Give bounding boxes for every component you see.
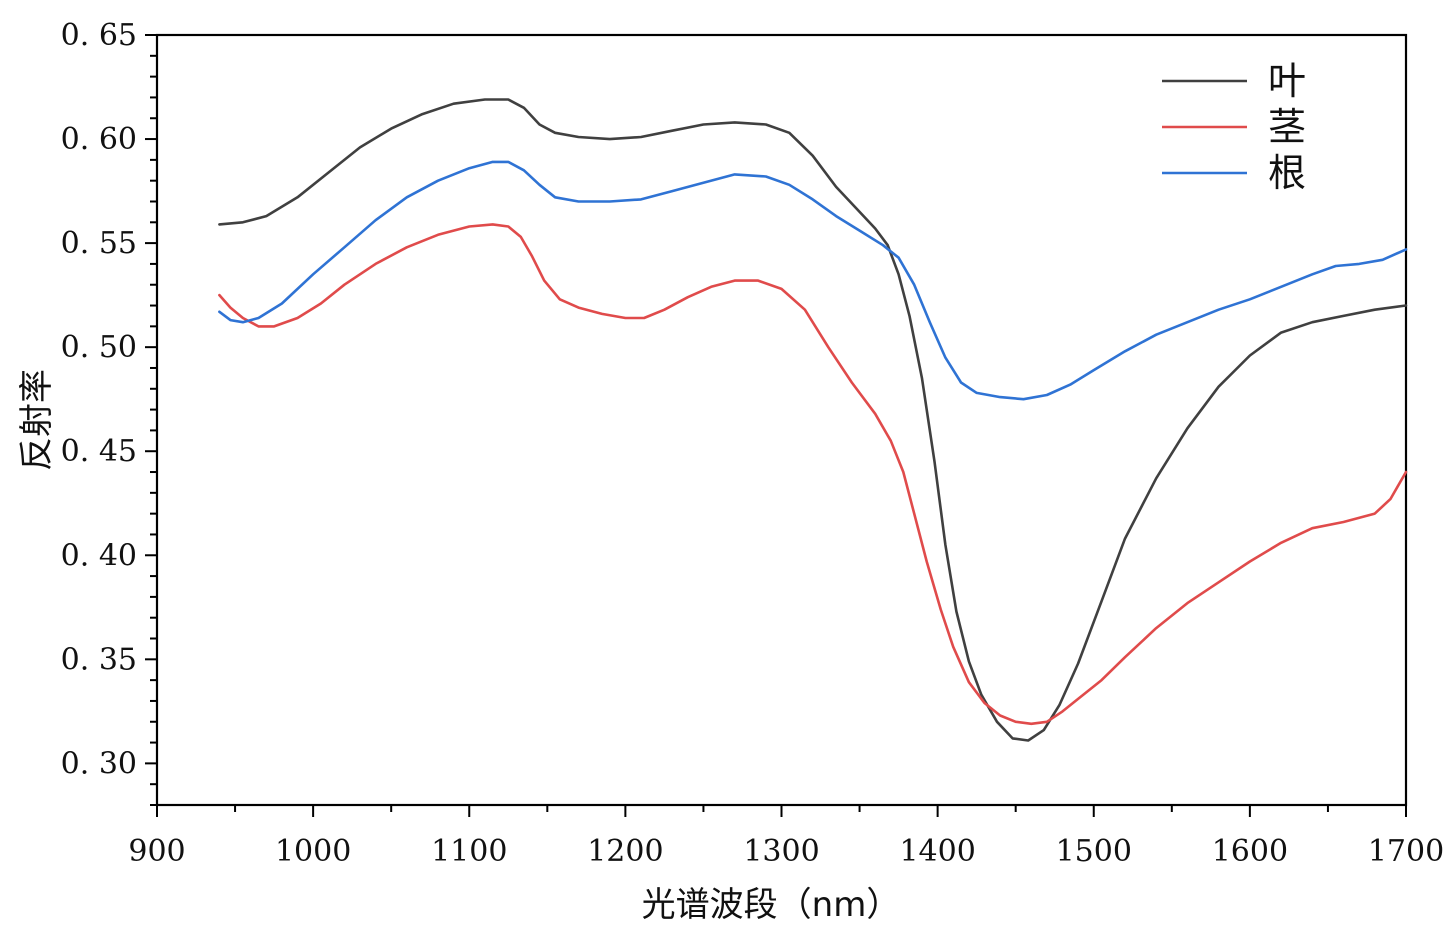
y-tick-label: 0. 65 bbox=[61, 18, 137, 53]
y-tick-label: 0. 50 bbox=[61, 330, 137, 365]
plot-border bbox=[155, 33, 1408, 807]
x-axis-title: 光谱波段（nm） bbox=[642, 885, 901, 925]
legend-label: 茎 bbox=[1268, 105, 1306, 149]
y-tick-label: 0. 35 bbox=[61, 642, 137, 677]
x-tick-label: 1600 bbox=[1212, 834, 1288, 869]
x-tick-label: 1200 bbox=[587, 834, 663, 869]
x-axis: 900 1000 1100 1200 1300 1400 1500 1600 1700 bbox=[128, 805, 1444, 869]
x-tick-label: 1400 bbox=[899, 834, 975, 869]
x-tick-label: 1700 bbox=[1368, 834, 1444, 869]
y-tick-label: 0. 45 bbox=[61, 434, 137, 469]
plot-frame bbox=[155, 33, 1408, 807]
x-tick-label: 1500 bbox=[1056, 834, 1132, 869]
y-axis: 0. 30 0. 35 0. 40 0. 45 0. 50 0. 55 0. 60 0. 65 bbox=[61, 18, 157, 806]
legend: 叶茎根 bbox=[1162, 59, 1306, 195]
x-tick-label: 1100 bbox=[431, 834, 507, 869]
series-layer bbox=[218, 98, 1408, 742]
x-tick-label: 1300 bbox=[743, 834, 819, 869]
series-line-茎 bbox=[218, 223, 1408, 726]
y-tick-label: 0. 55 bbox=[61, 226, 137, 261]
y-tick-label: 0. 60 bbox=[61, 122, 137, 157]
y-axis-title: 反射率 bbox=[17, 369, 57, 471]
y-tick-label: 0. 40 bbox=[61, 538, 137, 573]
series-line-根 bbox=[218, 160, 1408, 401]
legend-label: 根 bbox=[1268, 151, 1306, 195]
x-tick-label: 1000 bbox=[275, 834, 351, 869]
legend-label: 叶 bbox=[1268, 59, 1306, 103]
x-tick-label: 900 bbox=[128, 834, 185, 869]
y-tick-label: 0. 30 bbox=[61, 746, 137, 781]
series-line-叶 bbox=[218, 98, 1408, 742]
